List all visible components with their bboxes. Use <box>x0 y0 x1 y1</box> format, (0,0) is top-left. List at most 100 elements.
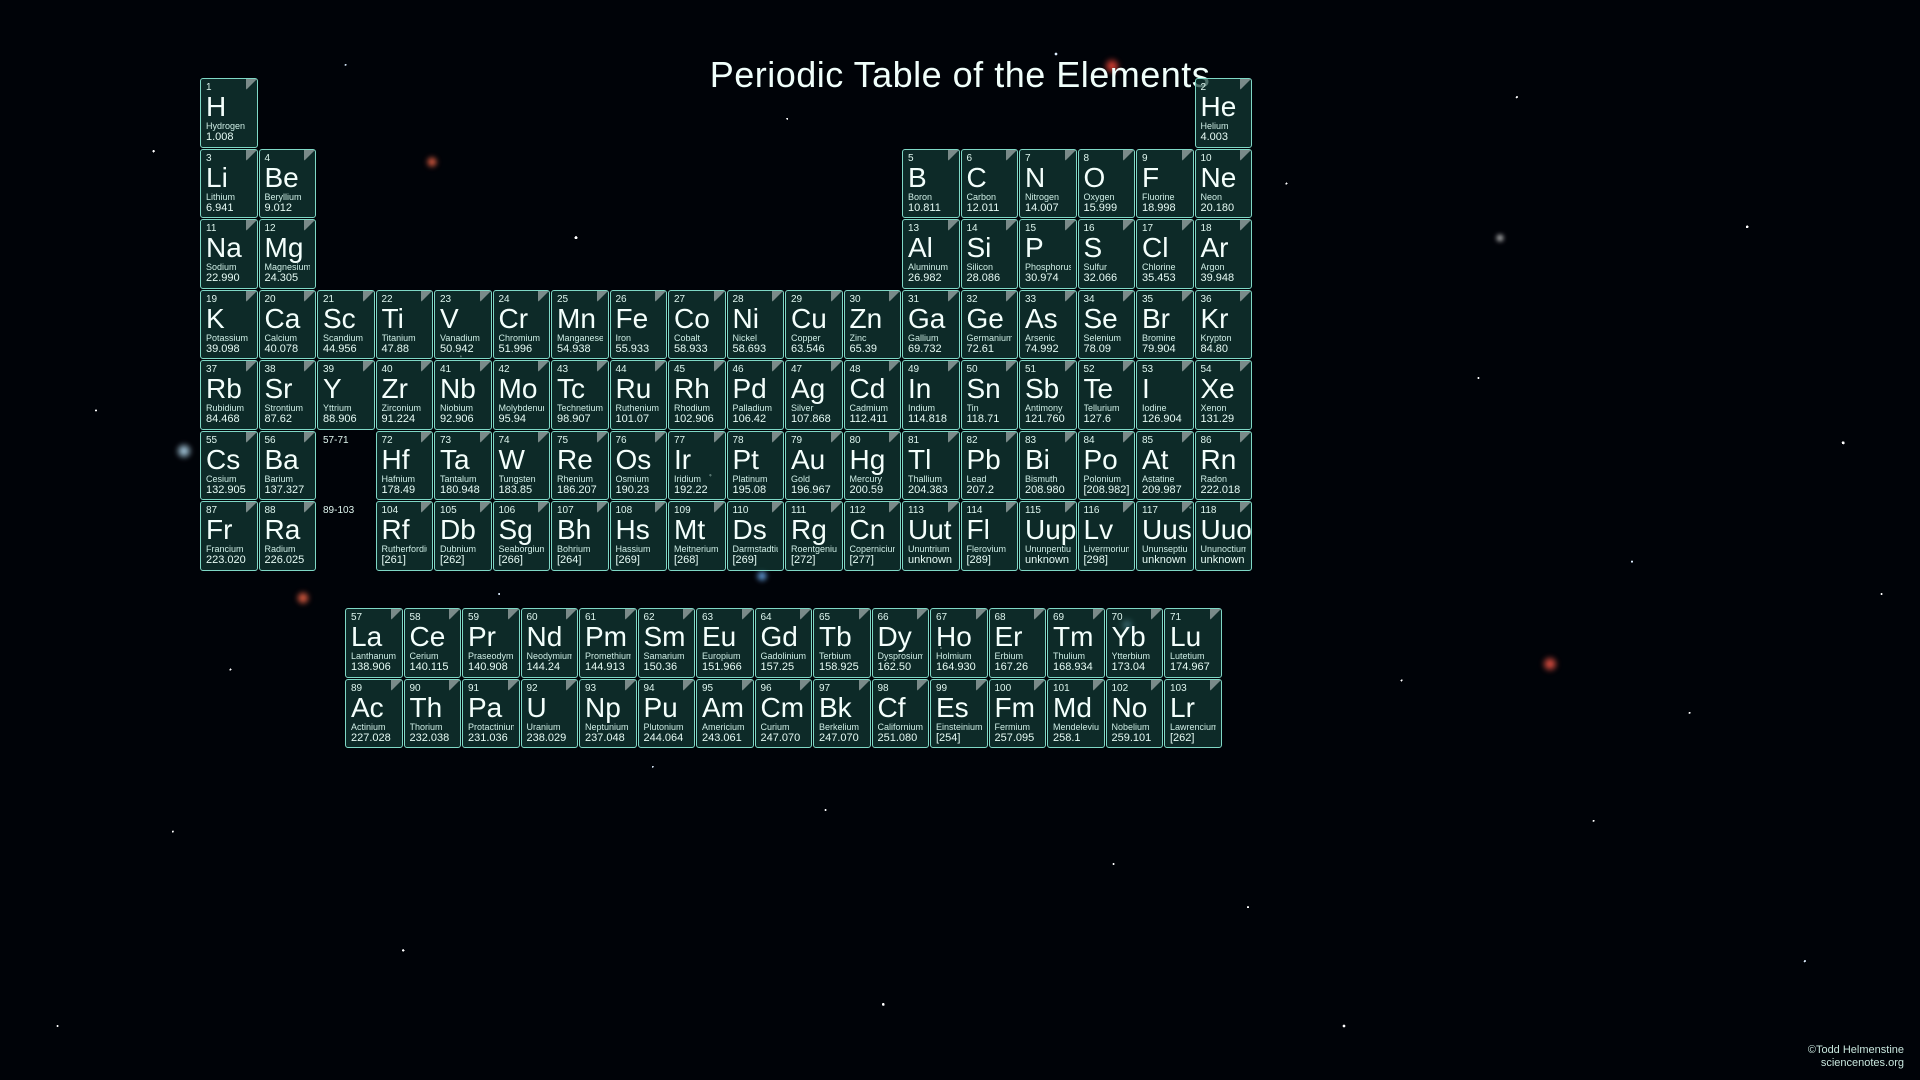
element-cell-ar: 18ArArgon39.948 <box>1195 219 1253 289</box>
element-name: Ununpentium <box>1025 544 1071 554</box>
atomic-mass: 232.038 <box>410 732 456 744</box>
element-cell-f: 9FFluorine18.998 <box>1136 149 1194 219</box>
element-name: Calcium <box>265 333 311 343</box>
element-cell-tl: 81TlThallium204.383 <box>902 431 960 501</box>
element-symbol: Db <box>440 516 486 544</box>
element-cell-fl: 114FlFlerovium[289] <box>961 501 1019 571</box>
element-name: Californium <box>878 722 924 732</box>
element-symbol: Ac <box>351 694 397 722</box>
atomic-mass: 222.018 <box>1201 484 1247 496</box>
element-cell-yb: 70YbYtterbium173.04 <box>1106 608 1164 678</box>
atomic-mass: 238.029 <box>527 732 573 744</box>
element-symbol: Ta <box>440 446 486 474</box>
element-symbol: Sc <box>323 305 369 333</box>
element-name: Phosphorus <box>1025 262 1071 272</box>
element-symbol: Sn <box>967 375 1013 403</box>
element-name: Carbon <box>967 192 1013 202</box>
star-glow <box>755 569 769 583</box>
element-cell-pa: 91PaProtactinium231.036 <box>462 679 520 749</box>
element-cell-ra: 88RaRadium226.025 <box>259 501 317 571</box>
element-symbol: Ds <box>733 516 779 544</box>
element-symbol: Bh <box>557 516 603 544</box>
element-cell-p: 15PPhosphorus30.974 <box>1019 219 1077 289</box>
atomic-mass: [269] <box>733 554 779 566</box>
element-cell-ba: 56BaBarium137.327 <box>259 431 317 501</box>
element-name: Einsteinium <box>936 722 982 732</box>
atomic-mass: 196.967 <box>791 484 837 496</box>
atomic-mass: 158.925 <box>819 661 865 673</box>
element-symbol: Pu <box>644 694 690 722</box>
element-symbol: Tm <box>1053 623 1099 651</box>
element-symbol: Ce <box>410 623 456 651</box>
atomic-mass: 20.180 <box>1201 202 1247 214</box>
element-cell-as: 33AsArsenic74.992 <box>1019 290 1077 360</box>
element-symbol: Md <box>1053 694 1099 722</box>
element-symbol: Pa <box>468 694 514 722</box>
star-glow <box>1495 233 1505 243</box>
page-title: Periodic Table of the Elements <box>0 54 1920 96</box>
element-symbol: Fr <box>206 516 252 544</box>
element-name: Molybdenum <box>499 403 545 413</box>
atomic-mass: 251.080 <box>878 732 924 744</box>
element-symbol: Pr <box>468 623 514 651</box>
element-cell-ru: 44RuRuthenium101.07 <box>610 360 668 430</box>
atomic-mass: 162.50 <box>878 661 924 673</box>
element-name: Europium <box>702 651 748 661</box>
element-name: Dubnium <box>440 544 486 554</box>
element-cell-th: 90ThThorium232.038 <box>404 679 462 749</box>
element-name: Argon <box>1201 262 1247 272</box>
atomic-mass: 173.04 <box>1112 661 1158 673</box>
element-placeholder: 57-71 <box>317 431 375 501</box>
element-cell-ds: 110DsDarmstadtium[269] <box>727 501 785 571</box>
atomic-mass: 58.933 <box>674 343 720 355</box>
element-cell-po: 84PoPolonium[208.982] <box>1078 431 1136 501</box>
element-symbol: Fm <box>995 694 1041 722</box>
element-symbol: Pd <box>733 375 779 403</box>
element-cell-mt: 109MtMeitnerium[268] <box>668 501 726 571</box>
element-name: Iron <box>616 333 662 343</box>
element-name: Thorium <box>410 722 456 732</box>
element-symbol: V <box>440 305 486 333</box>
element-cell-n: 7NNitrogen14.007 <box>1019 149 1077 219</box>
atomic-mass: 244.064 <box>644 732 690 744</box>
element-symbol: At <box>1142 446 1188 474</box>
element-name: Iridium <box>674 474 720 484</box>
element-symbol: Cs <box>206 446 252 474</box>
atomic-mass: 204.383 <box>908 484 954 496</box>
element-name: Bismuth <box>1025 474 1071 484</box>
element-symbol: Bk <box>819 694 865 722</box>
element-symbol: Es <box>936 694 982 722</box>
element-symbol: Si <box>967 234 1013 262</box>
atomic-mass: 126.904 <box>1142 413 1188 425</box>
atomic-mass: 112.411 <box>850 413 896 425</box>
element-cell-w: 74WTungsten183.85 <box>493 431 551 501</box>
element-symbol: Rg <box>791 516 837 544</box>
element-cell-np: 93NpNeptunium237.048 <box>579 679 637 749</box>
element-cell-tm: 69TmThulium168.934 <box>1047 608 1105 678</box>
element-placeholder: 89-103 <box>317 501 375 571</box>
element-cell-lu: 71LuLutetium174.967 <box>1164 608 1222 678</box>
element-name: Sulfur <box>1084 262 1130 272</box>
element-name: Meitnerium <box>674 544 720 554</box>
element-cell-tb: 65TbTerbium158.925 <box>813 608 871 678</box>
atomic-mass: 87.62 <box>265 413 311 425</box>
element-cell-uuo: 118UuoUnunoctiumunknown <box>1195 501 1253 571</box>
element-cell-te: 52TeTellurium127.6 <box>1078 360 1136 430</box>
element-name: Selenium <box>1084 333 1130 343</box>
element-cell-rh: 45RhRhodium102.906 <box>668 360 726 430</box>
element-cell-gd: 64GdGadolinium157.25 <box>755 608 813 678</box>
element-cell-am: 95AmAmericium243.061 <box>696 679 754 749</box>
element-name: Silver <box>791 403 837 413</box>
element-cell-bk: 97BkBerkelium247.070 <box>813 679 871 749</box>
element-symbol: H <box>206 93 252 121</box>
element-symbol: Cl <box>1142 234 1188 262</box>
element-cell-cs: 55CsCesium132.905 <box>200 431 258 501</box>
element-name: Rhodium <box>674 403 720 413</box>
element-cell-sc: 21ScScandium44.956 <box>317 290 375 360</box>
element-name: Rubidium <box>206 403 252 413</box>
element-symbol: Po <box>1084 446 1130 474</box>
element-name: Aluminum <box>908 262 954 272</box>
atomic-mass: 79.904 <box>1142 343 1188 355</box>
element-name: Berkelium <box>819 722 865 732</box>
atomic-mass: 51.996 <box>499 343 545 355</box>
